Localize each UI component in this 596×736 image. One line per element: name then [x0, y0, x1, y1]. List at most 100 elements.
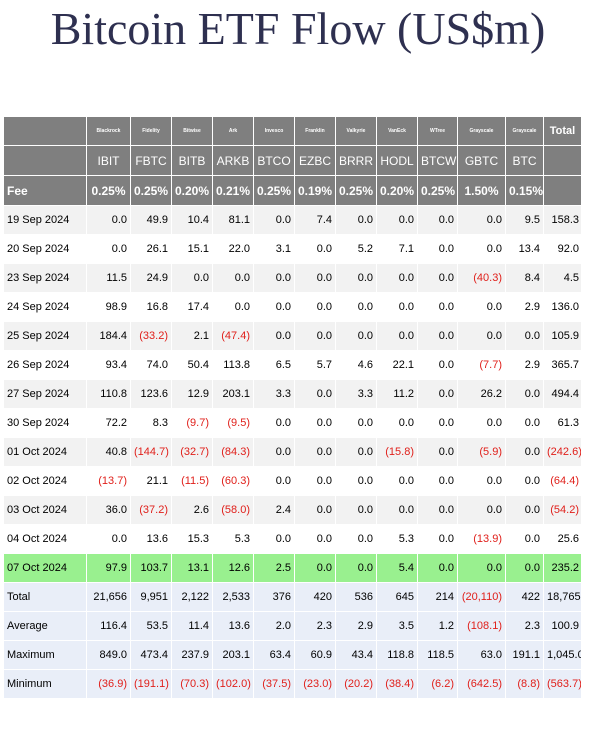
flow-cell-value: 0.0	[316, 301, 332, 313]
flow-cell: 97.9	[86, 553, 131, 583]
flow-cell: 0.0	[294, 292, 336, 322]
ticker-header-blank	[3, 145, 87, 176]
flow-cell-value: 0.0	[316, 272, 332, 284]
summary-cell: 53.5	[130, 611, 172, 641]
fee-total-blank	[543, 175, 582, 206]
summary-cell: (6.2)	[417, 669, 458, 699]
flow-cell-value: 203.1	[222, 388, 250, 400]
summary-body: Total 21,656 9,951 2,122 2,533 376 420 536 645 21…	[3, 582, 582, 699]
issuer-header: Franklin	[294, 116, 336, 146]
flow-cell: 0.0	[457, 553, 506, 583]
row-total-value: 235.2	[551, 562, 579, 574]
flow-cell-value: 2.5	[275, 562, 291, 574]
summary-total: (563.7)	[543, 669, 582, 699]
fee-value: 0.20%	[376, 175, 418, 206]
flow-cell: (33.2)	[130, 321, 172, 351]
summary-cell-value: 473.4	[140, 649, 168, 661]
flow-cell: 5.3	[376, 524, 418, 554]
flow-cell: 0.0	[417, 437, 458, 467]
flow-cell-value: (11.5)	[181, 475, 209, 487]
fee-value: 0.25%	[335, 175, 377, 206]
flow-cell: 2.9	[505, 292, 544, 322]
flow-cell: 8.4	[505, 263, 544, 293]
flow-cell: 0.0	[294, 321, 336, 351]
summary-cell-value: (6.2)	[431, 678, 454, 690]
flow-cell-value: 26.2	[480, 388, 502, 400]
fee-row: Fee 0.25% 0.25% 0.20% 0.21% 0.25% 0.19% 0.25% 0.…	[3, 175, 582, 206]
flow-cell-value: (47.4)	[221, 330, 250, 342]
ticker-header: FBTC	[130, 145, 172, 176]
row-total: 494.4	[543, 379, 582, 409]
row-total-value: 25.6	[557, 533, 579, 545]
summary-cell-value: 1.2	[438, 620, 454, 632]
flow-cell-value: 0.0	[193, 272, 209, 284]
flow-cell-value: 0.0	[234, 272, 250, 284]
summary-cell: (108.1)	[457, 611, 506, 641]
flow-cell-value: 21.1	[146, 475, 168, 487]
flow-cell: 0.0	[505, 379, 544, 409]
flow-cell: 0.0	[253, 263, 295, 293]
flow-cell: 0.0	[86, 234, 131, 264]
summary-cell-value: 2.3	[524, 620, 540, 632]
flow-cell: 103.7	[130, 553, 172, 583]
row-total: 105.9	[543, 321, 582, 351]
flow-cell-value: 0.0	[486, 562, 502, 574]
row-total-value: (64.4)	[550, 475, 579, 487]
flow-cell: (144.7)	[130, 437, 172, 467]
flow-cell: 0.0	[505, 524, 544, 554]
flow-cell: 17.4	[171, 292, 213, 322]
daily-flow-body: 19 Sep 2024 0.0 49.9 10.4 81.1 0.0 7.4 0.0 0.0 0.…	[3, 205, 582, 583]
table-row: 01 Oct 2024 40.8 (144.7) (32.7) (84.3) 0.0 0.0…	[3, 437, 582, 467]
summary-cell: 118.5	[417, 640, 458, 670]
summary-cell-value: (642.5)	[467, 678, 502, 690]
summary-total-value: 1,045.0	[547, 649, 582, 661]
flow-cell-value: 0.0	[275, 301, 291, 313]
summary-cell-value: 43.4	[351, 649, 373, 661]
summary-cell-value: 9,951	[140, 591, 168, 603]
summary-cell: 473.4	[130, 640, 172, 670]
summary-cell: 2.3	[294, 611, 336, 641]
summary-cell-value: 191.1	[512, 649, 540, 661]
row-date: 23 Sep 2024	[3, 263, 87, 293]
flow-cell: 8.3	[130, 408, 172, 438]
table-row: 30 Sep 2024 72.2 8.3 (9.7) (9.5) 0.0 0.0 0.0 0.0…	[3, 408, 582, 438]
row-total: (64.4)	[543, 466, 582, 496]
flow-cell: 0.0	[212, 263, 254, 293]
issuer-header: Grayscale	[505, 116, 544, 146]
summary-row-minimum: Minimum (36.9) (191.1) (70.3) (102.0) (37.5) (…	[3, 669, 582, 699]
flow-cell-value: 0.0	[486, 417, 502, 429]
flow-cell-value: 0.0	[438, 388, 454, 400]
summary-cell-value: 118.5	[427, 649, 454, 661]
fee-value: 0.21%	[212, 175, 254, 206]
summary-cell: 13.6	[212, 611, 254, 641]
flow-cell: 12.9	[171, 379, 213, 409]
flow-cell-value: 0.0	[316, 243, 332, 255]
flow-cell-value: (9.5)	[227, 417, 250, 429]
summary-total-value: (563.7)	[547, 678, 582, 690]
summary-cell: 2.0	[253, 611, 295, 641]
summary-cell-value: 376	[272, 591, 291, 603]
flow-cell: 26.2	[457, 379, 506, 409]
table-row: 02 Oct 2024 (13.7) 21.1 (11.5) (60.3) 0.0 0.0 0…	[3, 466, 582, 496]
flow-cell-value: 0.0	[524, 562, 540, 574]
issuer-header: Grayscale	[457, 116, 506, 146]
flow-cell: 3.3	[253, 379, 295, 409]
flow-cell: 0.0	[505, 466, 544, 496]
issuer-header: Invesco	[253, 116, 295, 146]
summary-cell: 2.9	[335, 611, 377, 641]
summary-cell-value: 645	[395, 591, 414, 603]
summary-cell-value: 422	[521, 591, 540, 603]
flow-cell: 0.0	[294, 495, 336, 525]
flow-cell-value: 2.4	[275, 504, 291, 516]
flow-cell-value: 0.0	[486, 504, 502, 516]
flow-cell-value: 93.4	[105, 359, 127, 371]
flow-cell: 0.0	[253, 205, 295, 235]
flow-cell: 0.0	[335, 292, 377, 322]
total-header: Total	[543, 116, 582, 146]
flow-cell: (40.3)	[457, 263, 506, 293]
flow-cell-value: (5.9)	[479, 446, 502, 458]
flow-cell: (9.5)	[212, 408, 254, 438]
summary-cell-value: 536	[354, 591, 373, 603]
flow-cell-value: 0.0	[357, 272, 373, 284]
flow-cell-value: 0.0	[398, 301, 414, 313]
